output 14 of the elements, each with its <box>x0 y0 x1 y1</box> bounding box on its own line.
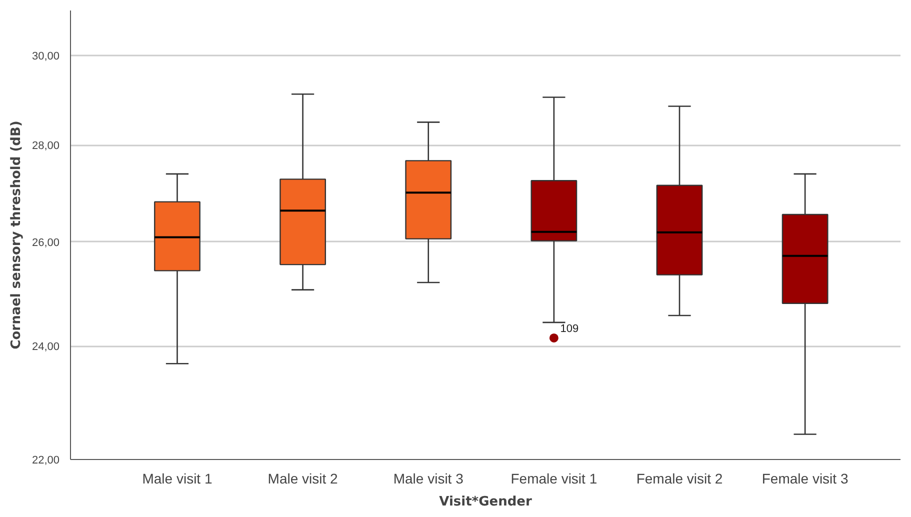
y-tick-label: 24,00 <box>32 341 60 354</box>
x-tick-label: Female visit 2 <box>636 470 723 486</box>
x-tick-label: Male visit 1 <box>142 470 212 486</box>
y-axis-title: Cornael sensory threshold (dB) <box>8 120 24 350</box>
x-tick-label: Female visit 3 <box>762 470 848 486</box>
x-tick-label: Female visit 1 <box>510 470 598 486</box>
y-tick-label: 28,00 <box>32 140 60 152</box>
y-tick-label: 26,00 <box>32 236 60 249</box>
annotation: 109 <box>560 322 579 335</box>
y-tick-label: 22,00 <box>32 454 60 466</box>
x-axis-title: Visit*Gender <box>439 494 532 510</box>
x-tick-label: Male visit 2 <box>268 470 338 486</box>
y-tick-label: 30,00 <box>32 50 60 62</box>
x-tick-label: Male visit 3 <box>393 470 464 486</box>
